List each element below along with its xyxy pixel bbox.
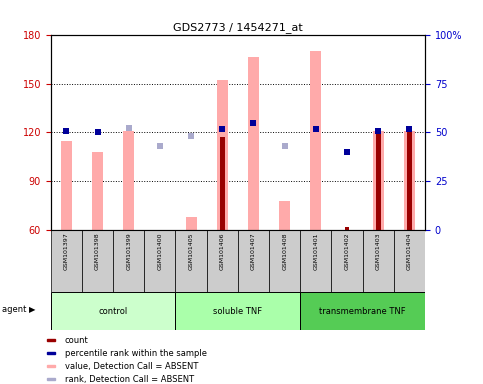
Bar <box>92 152 103 230</box>
Bar <box>47 366 55 367</box>
Bar <box>363 230 394 292</box>
Bar <box>345 227 349 230</box>
Text: value, Detection Call = ABSENT: value, Detection Call = ABSENT <box>65 361 198 371</box>
Text: percentile rank within the sample: percentile rank within the sample <box>65 349 207 358</box>
Text: GSM101402: GSM101402 <box>344 232 350 270</box>
Bar <box>82 230 113 292</box>
Bar <box>47 378 55 380</box>
Bar <box>51 292 175 330</box>
Text: GSM101400: GSM101400 <box>157 232 162 270</box>
Bar <box>373 131 384 230</box>
Text: count: count <box>65 336 88 344</box>
Bar <box>217 80 228 230</box>
Text: soluble TNF: soluble TNF <box>213 306 262 316</box>
Text: transmembrane TNF: transmembrane TNF <box>319 306 406 316</box>
Text: GSM101408: GSM101408 <box>282 232 287 270</box>
Bar <box>376 131 381 230</box>
Bar <box>47 339 55 341</box>
Bar <box>51 230 82 292</box>
Bar <box>61 141 72 230</box>
Bar <box>175 230 207 292</box>
Bar <box>113 230 144 292</box>
Text: GSM101404: GSM101404 <box>407 232 412 270</box>
Bar <box>185 217 197 230</box>
Bar <box>311 51 321 230</box>
Text: GSM101406: GSM101406 <box>220 232 225 270</box>
Bar <box>175 292 300 330</box>
Text: GSM101403: GSM101403 <box>376 232 381 270</box>
Bar <box>407 131 412 230</box>
Text: GSM101407: GSM101407 <box>251 232 256 270</box>
Bar <box>269 230 300 292</box>
Text: GSM101398: GSM101398 <box>95 232 100 270</box>
Bar <box>404 131 415 230</box>
Bar <box>207 230 238 292</box>
Bar <box>220 137 225 230</box>
Bar <box>248 58 259 230</box>
Text: GSM101405: GSM101405 <box>188 232 194 270</box>
Bar <box>331 230 363 292</box>
Text: GSM101399: GSM101399 <box>126 232 131 270</box>
Text: control: control <box>99 306 128 316</box>
Bar <box>300 292 425 330</box>
Bar <box>394 230 425 292</box>
Bar <box>47 353 55 354</box>
Text: rank, Detection Call = ABSENT: rank, Detection Call = ABSENT <box>65 374 194 384</box>
Bar <box>238 230 269 292</box>
Text: GSM101397: GSM101397 <box>64 232 69 270</box>
Text: GSM101401: GSM101401 <box>313 232 318 270</box>
Bar <box>144 230 175 292</box>
Text: agent ▶: agent ▶ <box>2 305 36 314</box>
Title: GDS2773 / 1454271_at: GDS2773 / 1454271_at <box>173 22 303 33</box>
Bar <box>279 201 290 230</box>
Bar <box>123 131 134 230</box>
Bar <box>300 230 331 292</box>
